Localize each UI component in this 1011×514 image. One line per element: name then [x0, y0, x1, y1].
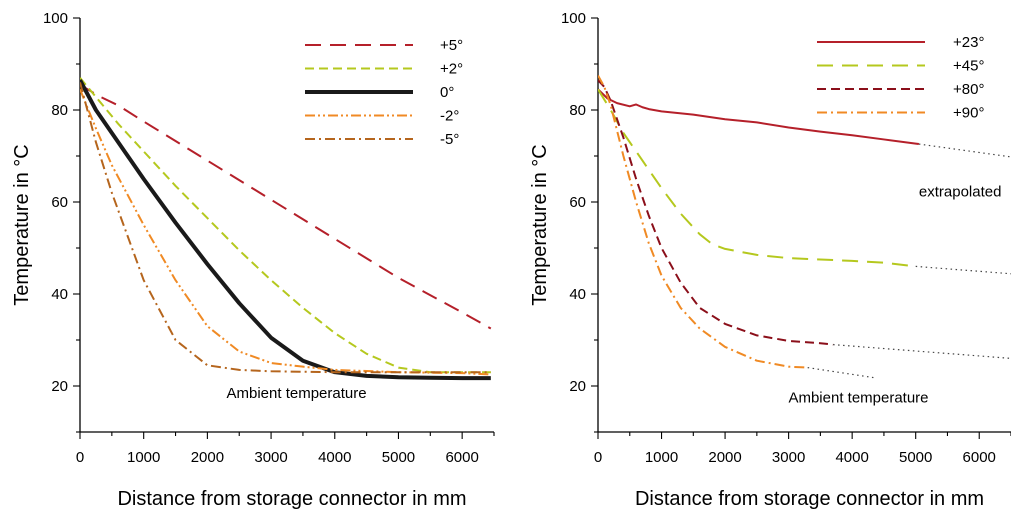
- x-tick-label: 6000: [963, 449, 996, 466]
- y-tick-label: 80: [51, 102, 68, 119]
- series-line: [80, 88, 491, 376]
- series-line: [80, 82, 491, 374]
- x-tick-label: 2000: [708, 449, 741, 466]
- series-line: [598, 88, 920, 146]
- legend-label: -2°: [440, 108, 459, 125]
- legend-label: -5°: [440, 131, 459, 148]
- plot-area: [80, 77, 492, 381]
- y-tick-label: 20: [569, 378, 586, 395]
- x-tick-label: 3000: [772, 449, 805, 466]
- y-axis-label: Temperature in °C: [529, 144, 551, 305]
- legend-label: +23°: [953, 34, 984, 51]
- x-axis-label: Distance from storage connector in mm: [117, 488, 466, 510]
- extrapolation-line: [833, 344, 1011, 359]
- legend: +5° +2° 0° -2° -5°: [305, 37, 463, 148]
- y-tick-label: 80: [569, 102, 586, 119]
- x-tick-label: 0: [594, 449, 602, 466]
- legend-label: +45°: [953, 58, 984, 75]
- x-tick-label: 3000: [254, 449, 287, 466]
- legend-label: +2°: [440, 61, 463, 78]
- series-line: [598, 75, 808, 369]
- y-tick-label: 20: [51, 378, 68, 395]
- series-line: [80, 83, 492, 330]
- annotation-label: Ambient temperature: [227, 385, 367, 402]
- legend-label: +80°: [953, 81, 984, 98]
- x-tick-label: 1000: [127, 449, 160, 466]
- extrapolation-line: [918, 143, 1011, 158]
- series-line: [598, 79, 834, 346]
- series-line: [80, 79, 491, 381]
- y-tick-label: 40: [569, 286, 586, 303]
- series-line: [80, 77, 491, 374]
- y-tick-label: 60: [51, 194, 68, 211]
- annotation-label: extrapolated: [919, 183, 1002, 200]
- annotation-label: Ambient temperature: [788, 390, 928, 407]
- x-tick-label: 6000: [445, 449, 478, 466]
- y-tick-label: 40: [51, 286, 68, 303]
- y-tick-label: 100: [43, 10, 68, 27]
- x-axis-label: Distance from storage connector in mm: [635, 488, 984, 510]
- x-tick-label: 4000: [318, 449, 351, 466]
- y-tick-label: 100: [561, 10, 586, 27]
- x-tick-label: 5000: [899, 449, 932, 466]
- y-tick-label: 60: [569, 194, 586, 211]
- x-tick-label: 1000: [645, 449, 678, 466]
- legend-label: +90°: [953, 105, 984, 122]
- x-tick-label: 4000: [835, 449, 868, 466]
- x-tick-label: 0: [76, 449, 84, 466]
- legend: +23° +45° +80° +90°: [817, 34, 984, 122]
- legend-label: 0°: [440, 84, 454, 101]
- x-tick-label: 5000: [382, 449, 415, 466]
- legend-label: +5°: [440, 37, 463, 54]
- x-tick-label: 2000: [191, 449, 224, 466]
- series-line: [598, 88, 916, 268]
- extrapolation-line: [915, 265, 1011, 275]
- extrapolation-line: [807, 367, 875, 379]
- plot-area: [598, 75, 1011, 379]
- y-axis-label: Temperature in °C: [11, 144, 33, 305]
